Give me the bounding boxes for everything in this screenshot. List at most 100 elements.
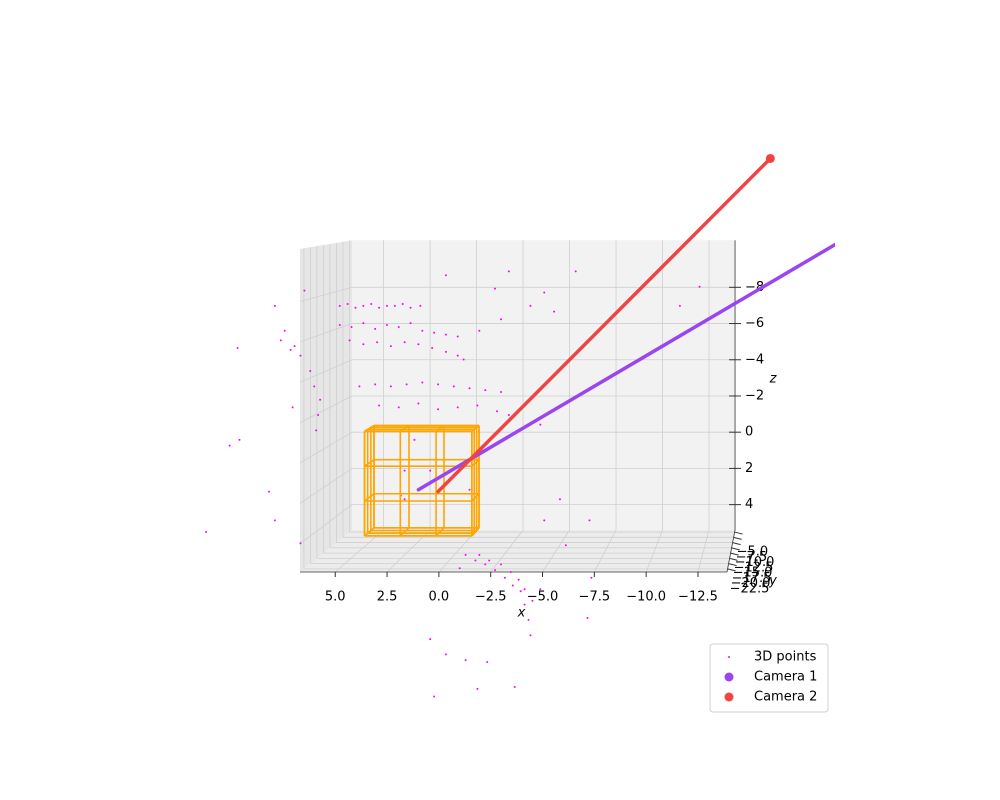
point [531, 599, 534, 602]
camera-rays [416, 153, 835, 494]
point [456, 335, 459, 338]
legend-label: Camera 1 [754, 670, 817, 685]
grid-line [299, 504, 353, 545]
point [378, 404, 381, 407]
point [429, 638, 432, 641]
point [553, 310, 556, 313]
point [397, 325, 400, 328]
point [313, 385, 316, 388]
point [464, 553, 467, 556]
y-tick-label: −22.5 [730, 581, 770, 596]
point [376, 341, 379, 344]
point [348, 339, 351, 342]
z-tick-label: −4 [745, 352, 764, 367]
y-axis-line [726, 529, 736, 573]
point [486, 661, 489, 664]
point [267, 490, 270, 493]
point [374, 383, 377, 386]
x-tick-label: −10.0 [626, 590, 666, 605]
point [350, 325, 353, 328]
cube-edge [471, 459, 480, 467]
x-tick-label: −12.5 [678, 590, 718, 605]
point [558, 498, 561, 501]
grid [299, 240, 736, 573]
point [385, 304, 388, 307]
x-tick-label: 2.5 [377, 590, 398, 605]
legend-box [709, 643, 829, 713]
point [444, 653, 447, 656]
legend: 3D points Camera 1 Camera 2 [709, 643, 829, 713]
point [444, 333, 447, 336]
point [523, 588, 526, 591]
point [484, 389, 487, 392]
point [362, 343, 365, 346]
y-tick [729, 557, 738, 561]
cube-edge [399, 527, 410, 537]
point [507, 270, 510, 273]
z-tick-label: −6 [745, 316, 764, 331]
y-tick [732, 542, 741, 546]
point [421, 381, 424, 384]
y-tick-label: −17.5 [732, 571, 772, 586]
grid-line [299, 431, 353, 464]
point [462, 358, 465, 361]
legend-marker [728, 656, 730, 658]
y-tick [728, 563, 737, 567]
point [409, 306, 412, 309]
point [513, 685, 516, 688]
point [529, 304, 532, 307]
point [299, 542, 302, 545]
point [517, 578, 520, 581]
axes: 5.0 2.5 0.0 −2.5 −5.0 −7.5 −10.0 −12.5−5.0−7.5−… [300, 240, 778, 621]
y-tick [734, 531, 743, 535]
point [228, 444, 231, 447]
x-tick-label: 5.0 [325, 590, 346, 605]
y-tick-label: −5.0 [737, 545, 769, 560]
point [338, 324, 341, 327]
point [346, 302, 349, 305]
camera-position [765, 153, 775, 163]
point [370, 302, 373, 305]
point [417, 402, 420, 405]
legend-marker [724, 672, 734, 682]
x-tick-label: −2.5 [475, 590, 507, 605]
point [289, 348, 292, 351]
point [543, 519, 546, 522]
point [401, 302, 404, 305]
point [529, 634, 532, 637]
point [279, 339, 282, 342]
point [437, 383, 440, 386]
cube-edge [471, 424, 480, 432]
z-tick-label: 0 [745, 425, 753, 440]
point [403, 469, 406, 472]
point [393, 304, 396, 307]
point [499, 391, 502, 394]
point [421, 329, 424, 332]
point [507, 414, 510, 417]
cube-edge [364, 424, 375, 432]
point [385, 324, 388, 327]
point [317, 414, 320, 417]
point [574, 270, 577, 273]
point [303, 289, 306, 292]
point [488, 559, 491, 562]
point [509, 571, 512, 574]
point [273, 519, 276, 522]
point [539, 423, 542, 426]
point [586, 617, 589, 620]
point [433, 695, 436, 698]
point [588, 519, 591, 522]
y-tick [733, 536, 742, 540]
point [519, 590, 522, 593]
point [494, 287, 497, 290]
point [315, 429, 318, 432]
grid-line [299, 359, 353, 383]
cube-edge [471, 493, 480, 502]
grid-line [299, 286, 353, 302]
point [413, 438, 416, 441]
grid-line [299, 395, 353, 423]
point [236, 347, 239, 350]
z-tick-label: −2 [745, 388, 764, 403]
point [523, 603, 526, 606]
